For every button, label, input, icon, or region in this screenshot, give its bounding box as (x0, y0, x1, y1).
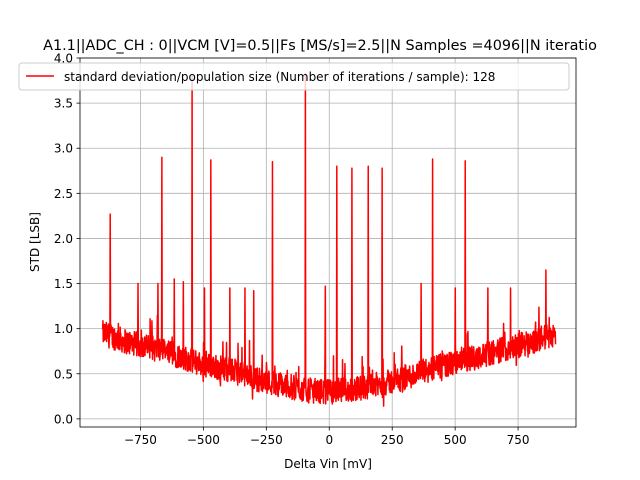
y-tick-label: 3.0 (54, 142, 73, 156)
std-series-line (101, 72, 557, 407)
axis-ticks: −750 −500 −250 0 250 500 750 0.0 0.5 1.0 1.5 2.0 2.5… (54, 52, 530, 448)
x-tick-label: −500 (187, 433, 220, 447)
grid-lines (80, 57, 576, 427)
legend-box (18, 62, 570, 91)
x-tick-label: 750 (507, 433, 530, 447)
axes-frame (79, 57, 577, 428)
y-tick-label: 1.5 (54, 277, 73, 291)
y-axis-label: STD [LSB] (28, 212, 42, 272)
x-tick-label: 0 (325, 433, 333, 447)
chart-title: A1.1||ADC_CH : 0||VCM [V]=0.5||Fs [MS/s]… (43, 38, 597, 54)
plot-area (101, 72, 557, 407)
x-tick-label: −250 (250, 433, 283, 447)
legend: standard deviation/population size (Numb… (18, 62, 570, 91)
x-axis-label: Delta Vin [mV] (284, 457, 372, 471)
x-tick-label: 250 (381, 433, 404, 447)
x-tick-label: 500 (444, 433, 467, 447)
y-tick-label: 2.5 (54, 187, 73, 201)
y-tick-label: 2.0 (54, 232, 73, 246)
y-tick-label: 1.0 (54, 322, 73, 336)
y-tick-label: 0.0 (54, 412, 73, 426)
y-tick-label: 3.5 (54, 97, 73, 111)
x-tick-label: −750 (124, 433, 157, 447)
legend-entry-label: standard deviation/population size (Numb… (64, 70, 495, 84)
y-tick-label: 4.0 (54, 52, 73, 66)
y-tick-label: 0.5 (54, 367, 73, 381)
